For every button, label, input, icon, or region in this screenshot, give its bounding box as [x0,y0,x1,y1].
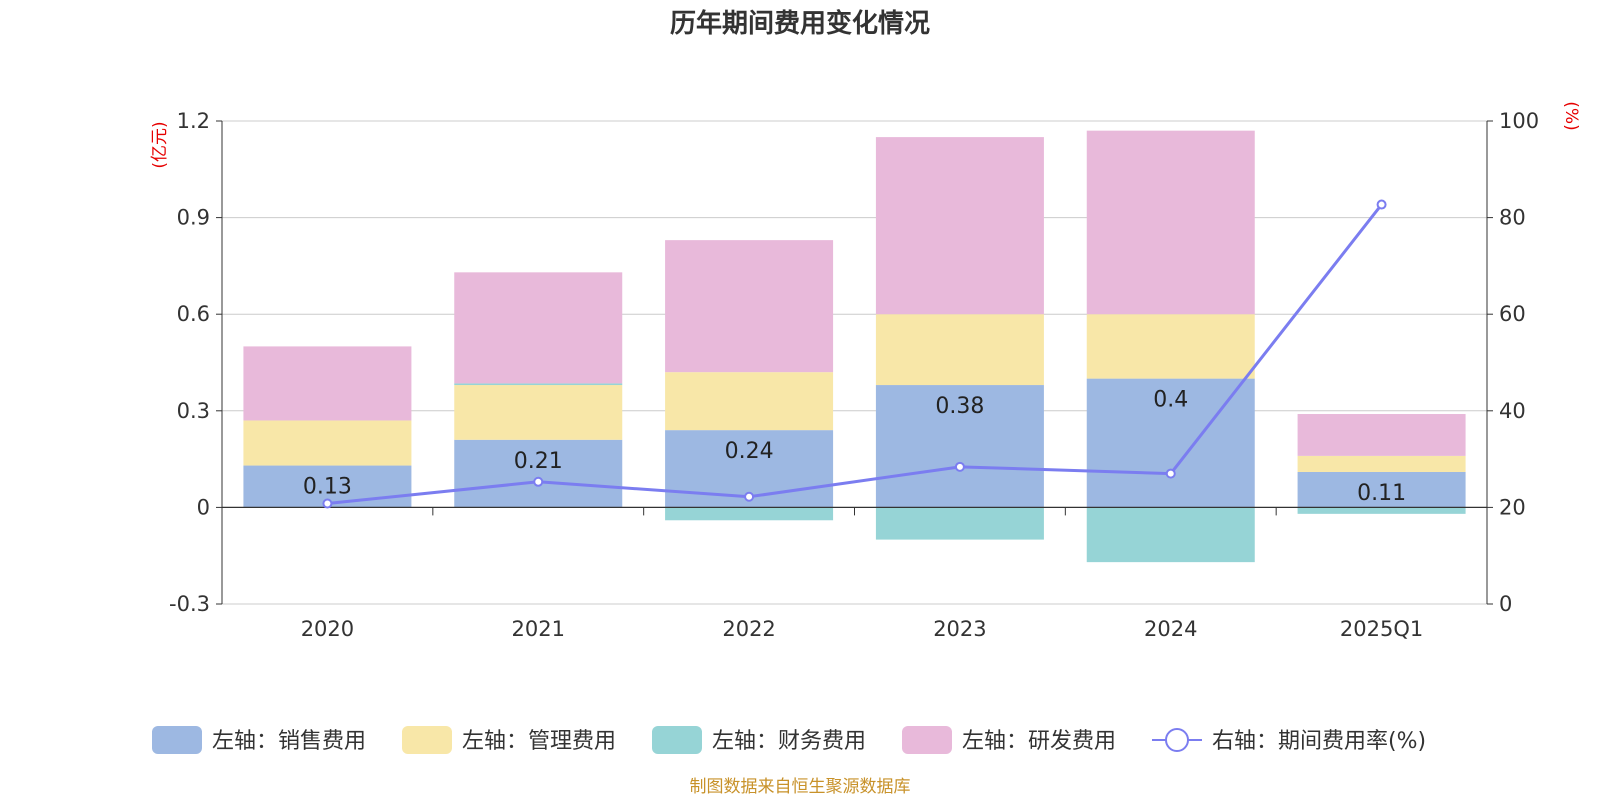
left-tick-label: 0 [197,495,210,519]
line-point [1165,468,1176,479]
left-tick-label: 1.2 [177,109,210,133]
bar-data-label: 0.4 [1153,388,1188,413]
bar-segment [665,372,834,431]
data-labels: 0.13 0.21 0.24 0.38 0.4 0.11 [303,388,1406,506]
line-point [1376,199,1387,210]
bar-series [243,130,1466,563]
bar-segment [454,439,623,508]
right-tick-label: 60 [1499,302,1526,326]
line-point [322,498,333,509]
left-tick-label: 0.3 [177,399,210,423]
line-point [954,461,965,472]
left-axis-unit: (亿元) [150,121,170,168]
bar-segment [1297,455,1466,472]
bar-segment [1086,314,1255,379]
legend: 左轴：销售费用 左轴：管理费用 左轴：财务费用 左轴：研发费用 右轴：期间费用率(%) [152,726,1426,754]
chart-title: 历年期间费用变化情况 [670,8,930,39]
line-series [322,199,1387,509]
legend-swatch [152,726,202,754]
right-tick-label: 100 [1499,109,1539,133]
grid-lines [222,120,1487,605]
bar-segment [243,346,412,421]
bar-segment [875,507,1044,540]
right-tick-label: 0 [1499,592,1512,616]
right-tick-label: 20 [1499,495,1526,519]
category-label: 2025Q1 [1340,617,1423,641]
category-label: 2023 [933,617,986,641]
legend-label: 右轴：期间费用率(%) [1212,729,1426,754]
right-tick-label: 80 [1499,206,1526,230]
bar-segment [665,240,834,373]
bar-segment [1086,130,1255,315]
category-label: 2024 [1144,617,1197,641]
bar-segment [875,314,1044,386]
bar-segment [1297,507,1466,514]
legend-swatch [902,726,952,754]
category-label: 2022 [722,617,775,641]
legend-swatch [652,726,702,754]
bar-data-label: 0.13 [303,475,352,500]
bar-segment [243,420,412,466]
axes: -0.3 0 0.3 0.6 0.9 1.2 0 20 40 60 80 100 2020 2021 202… [169,109,1539,641]
left-tick-label: 0.9 [177,206,210,230]
expense-rate-line [327,203,1383,506]
right-tick-label: 40 [1499,399,1526,423]
category-label: 2020 [301,617,354,641]
bar-segment [665,507,834,521]
right-axis-unit: (%) [1561,101,1581,130]
source-note: 制图数据来自恒生聚源数据库 [690,777,911,797]
legend-label: 左轴：管理费用 [462,729,616,754]
bar-data-label: 0.38 [935,394,984,419]
legend-swatch [402,726,452,754]
bar-segment [454,383,623,386]
line-point [744,491,755,502]
legend-label: 左轴：研发费用 [962,729,1116,754]
category-label: 2021 [512,617,565,641]
bar-segment [875,385,1044,508]
bar-segment [1297,414,1466,456]
line-point [533,476,544,487]
bar-segment [1086,507,1255,563]
bar-segment [454,272,623,384]
left-tick-label: -0.3 [169,592,210,616]
left-tick-label: 0.6 [177,302,210,326]
legend-label: 左轴：销售费用 [212,729,366,754]
legend-label: 左轴：财务费用 [712,729,866,754]
bar-data-label: 0.11 [1357,481,1406,506]
bar-segment [875,137,1044,315]
bar-data-label: 0.24 [725,439,774,464]
legend-marker [1165,728,1189,752]
bar-data-label: 0.21 [514,449,563,474]
bar-segment [454,385,623,440]
bar-segment [1297,471,1466,508]
